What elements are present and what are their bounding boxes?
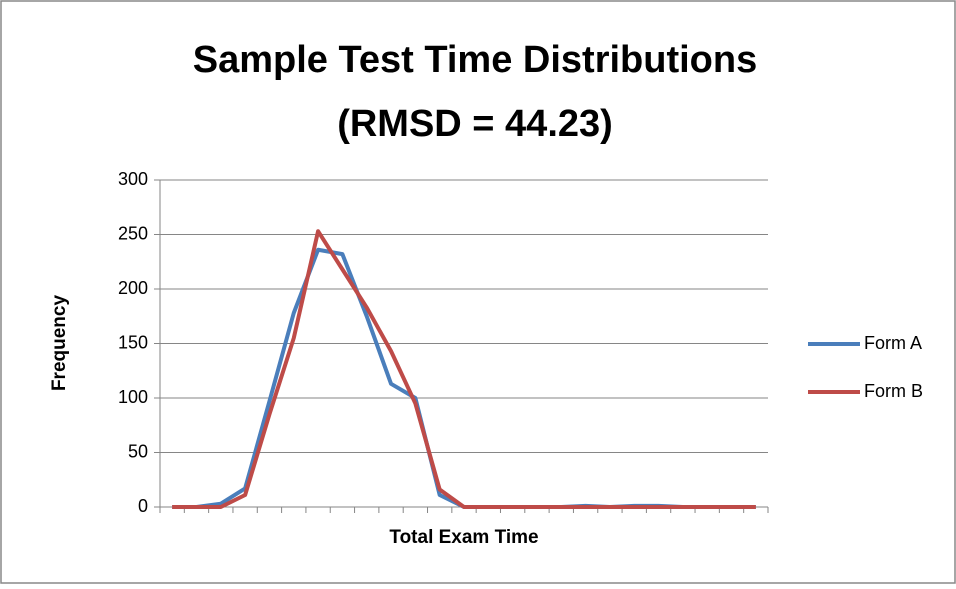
chart-subtitle: (RMSD = 44.23) <box>337 103 613 145</box>
legend-label: Form A <box>864 333 922 353</box>
y-tick-label: 300 <box>118 169 148 189</box>
legend-label: Form B <box>864 381 923 401</box>
chart-title: Sample Test Time Distributions <box>193 39 758 81</box>
series-line <box>172 229 756 509</box>
y-tick-label: 250 <box>118 223 148 243</box>
y-axis-label: Frequency <box>49 295 70 392</box>
x-axis-label: Total Exam Time <box>389 527 538 548</box>
y-tick-label: 0 <box>138 496 148 516</box>
y-tick-label: 50 <box>128 441 148 461</box>
y-tick-label: 200 <box>118 278 148 298</box>
y-tick-label: 150 <box>118 332 148 352</box>
y-tick-label: 100 <box>118 387 148 407</box>
